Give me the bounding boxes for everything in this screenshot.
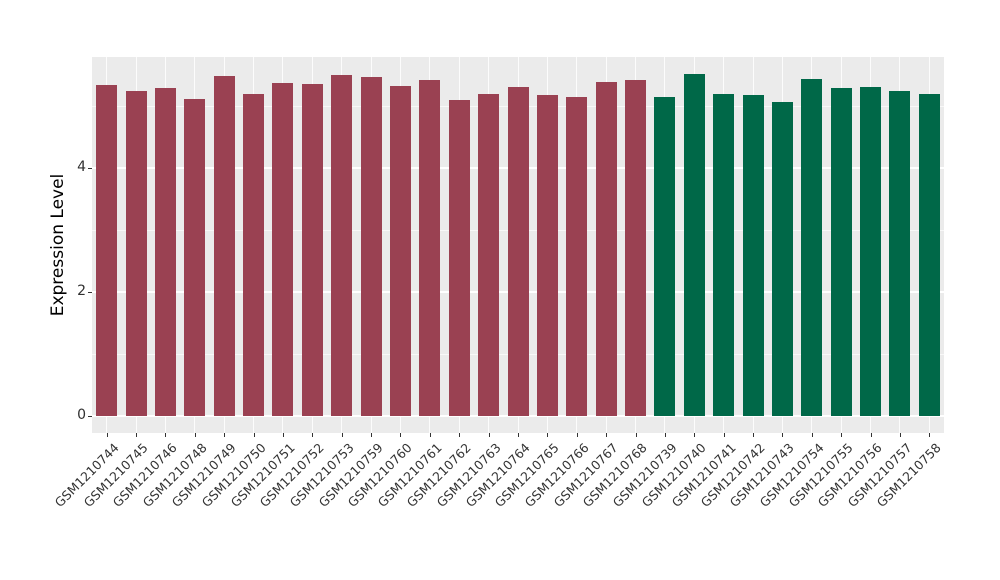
x-tick-mark-GSM1210745 [136,433,138,437]
x-tick-mark-GSM1210753 [341,433,343,437]
y-tick-mark-0 [88,416,92,417]
x-tick-mark-GSM1210754 [811,433,813,437]
x-tick-mark-GSM1210758 [929,433,931,437]
bar-GSM1210756 [860,87,882,416]
bar-GSM1210767 [595,81,617,416]
bar-GSM1210768 [625,79,647,416]
bar-GSM1210765 [536,94,558,416]
x-tick-mark-GSM1210749 [224,433,226,437]
y-tick-label-4: 4 [77,159,86,175]
x-tick-mark-GSM1210741 [723,433,725,437]
x-tick-mark-GSM1210765 [547,433,549,437]
bar-GSM1210760 [389,86,411,416]
bar-GSM1210749 [213,76,235,416]
x-tick-mark-GSM1210760 [400,433,402,437]
x-tick-mark-GSM1210757 [899,433,901,437]
x-tick-mark-GSM1210767 [606,433,608,437]
bar-GSM1210743 [771,101,793,416]
x-tick-mark-GSM1210739 [664,433,666,437]
x-tick-mark-GSM1210766 [576,433,578,437]
x-tick-mark-GSM1210751 [282,433,284,437]
bar-GSM1210753 [331,75,353,416]
y-tick-label-0: 0 [77,407,86,423]
x-tick-mark-GSM1210756 [870,433,872,437]
bar-GSM1210751 [272,83,294,416]
bar-GSM1210762 [448,100,470,416]
x-tick-mark-GSM1210750 [253,433,255,437]
x-tick-mark-GSM1210759 [371,433,373,437]
bar-GSM1210755 [830,88,852,416]
x-tick-mark-GSM1210740 [694,433,696,437]
bar-GSM1210764 [507,86,529,416]
x-tick-mark-GSM1210763 [488,433,490,437]
x-tick-mark-GSM1210742 [753,433,755,437]
bar-GSM1210748 [184,98,206,416]
plot-panel [92,57,944,433]
bar-GSM1210766 [566,96,588,416]
bar-GSM1210746 [154,88,176,416]
y-tick-mark-4 [88,168,92,169]
y-tick-label-2: 2 [77,283,86,299]
bar-GSM1210761 [419,79,441,416]
bar-GSM1210750 [243,94,265,416]
x-tick-mark-GSM1210762 [459,433,461,437]
bar-GSM1210752 [301,83,323,416]
x-tick-mark-GSM1210746 [165,433,167,437]
bar-GSM1210740 [683,73,705,416]
x-tick-mark-GSM1210768 [635,433,637,437]
bar-GSM1210754 [801,78,823,416]
bar-GSM1210745 [125,90,147,416]
bar-GSM1210741 [713,94,735,416]
bar-GSM1210744 [96,84,118,416]
bar-GSM1210759 [360,76,382,416]
bar-GSM1210742 [742,94,764,416]
x-tick-mark-GSM1210764 [518,433,519,437]
bar-GSM1210739 [654,96,676,416]
x-tick-mark-GSM1210743 [782,433,784,437]
x-tick-mark-GSM1210752 [312,433,314,437]
x-tick-mark-GSM1210761 [429,433,431,437]
bar-GSM1210757 [889,90,911,416]
bar-GSM1210758 [918,93,940,416]
bar-GSM1210763 [478,94,500,416]
x-tick-mark-GSM1210744 [106,433,108,437]
y-tick-mark-2 [88,292,92,293]
x-tick-mark-GSM1210755 [841,433,843,437]
x-tick-mark-GSM1210748 [194,433,196,437]
